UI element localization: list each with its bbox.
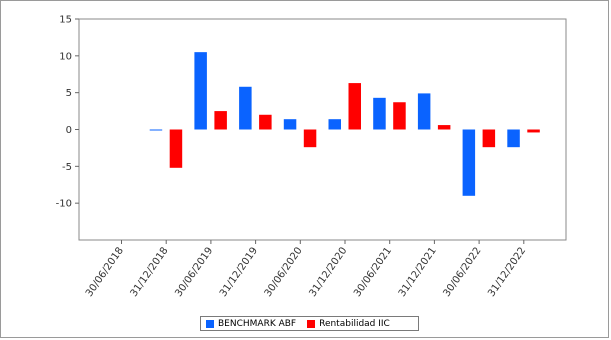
bar bbox=[437, 125, 451, 130]
x-tick-label: 30/06/2022 bbox=[441, 245, 483, 299]
bar bbox=[328, 119, 341, 130]
bar bbox=[303, 129, 317, 148]
bar bbox=[239, 86, 252, 130]
y-tick-label: 0 bbox=[66, 125, 72, 136]
bars bbox=[149, 52, 540, 196]
y-tick-label: 5 bbox=[66, 88, 72, 99]
bar bbox=[507, 129, 520, 148]
bar bbox=[169, 129, 183, 168]
bar bbox=[149, 129, 163, 131]
x-tick-label: 31/12/2020 bbox=[307, 245, 349, 299]
y-tick-label: -10 bbox=[56, 199, 72, 210]
x-tick-label: 31/12/2022 bbox=[486, 245, 528, 299]
legend-label-benchmark: BENCHMARK ABF bbox=[218, 318, 297, 329]
bar bbox=[373, 97, 386, 130]
bar bbox=[283, 119, 297, 130]
x-tick-label: 30/06/2018 bbox=[84, 245, 126, 299]
bar bbox=[527, 129, 540, 133]
x-tick-label: 30/06/2020 bbox=[263, 245, 305, 299]
legend-item-rentabilidad: Rentabilidad IIC bbox=[307, 319, 390, 329]
bar bbox=[417, 93, 431, 130]
legend: BENCHMARK ABF Rentabilidad IIC bbox=[200, 316, 419, 331]
bar bbox=[259, 114, 272, 130]
x-tick-label: 31/12/2019 bbox=[218, 245, 260, 299]
y-axis: 15 10 5 0 -5 -10 bbox=[56, 15, 79, 210]
x-axis: 30/06/2018 31/12/2018 30/06/2019 31/12/2019… bbox=[84, 240, 528, 299]
bar bbox=[214, 111, 227, 130]
y-tick-label: -5 bbox=[62, 162, 72, 173]
y-tick-label: 10 bbox=[59, 51, 72, 62]
bar bbox=[462, 129, 476, 196]
x-tick-label: 31/12/2021 bbox=[397, 245, 439, 299]
bar bbox=[348, 83, 361, 130]
bar bbox=[393, 102, 406, 130]
legend-swatch-rentabilidad bbox=[307, 319, 316, 328]
x-tick-label: 30/06/2021 bbox=[352, 245, 394, 299]
bar bbox=[194, 52, 207, 130]
x-tick-label: 30/06/2019 bbox=[173, 245, 215, 299]
legend-label-rentabilidad: Rentabilidad IIC bbox=[319, 318, 390, 329]
legend-item-benchmark: BENCHMARK ABF bbox=[206, 319, 296, 329]
y-tick-label: 15 bbox=[59, 15, 72, 26]
x-tick-label: 31/12/2018 bbox=[129, 245, 171, 299]
bar bbox=[482, 129, 496, 148]
legend-swatch-benchmark bbox=[206, 319, 214, 328]
